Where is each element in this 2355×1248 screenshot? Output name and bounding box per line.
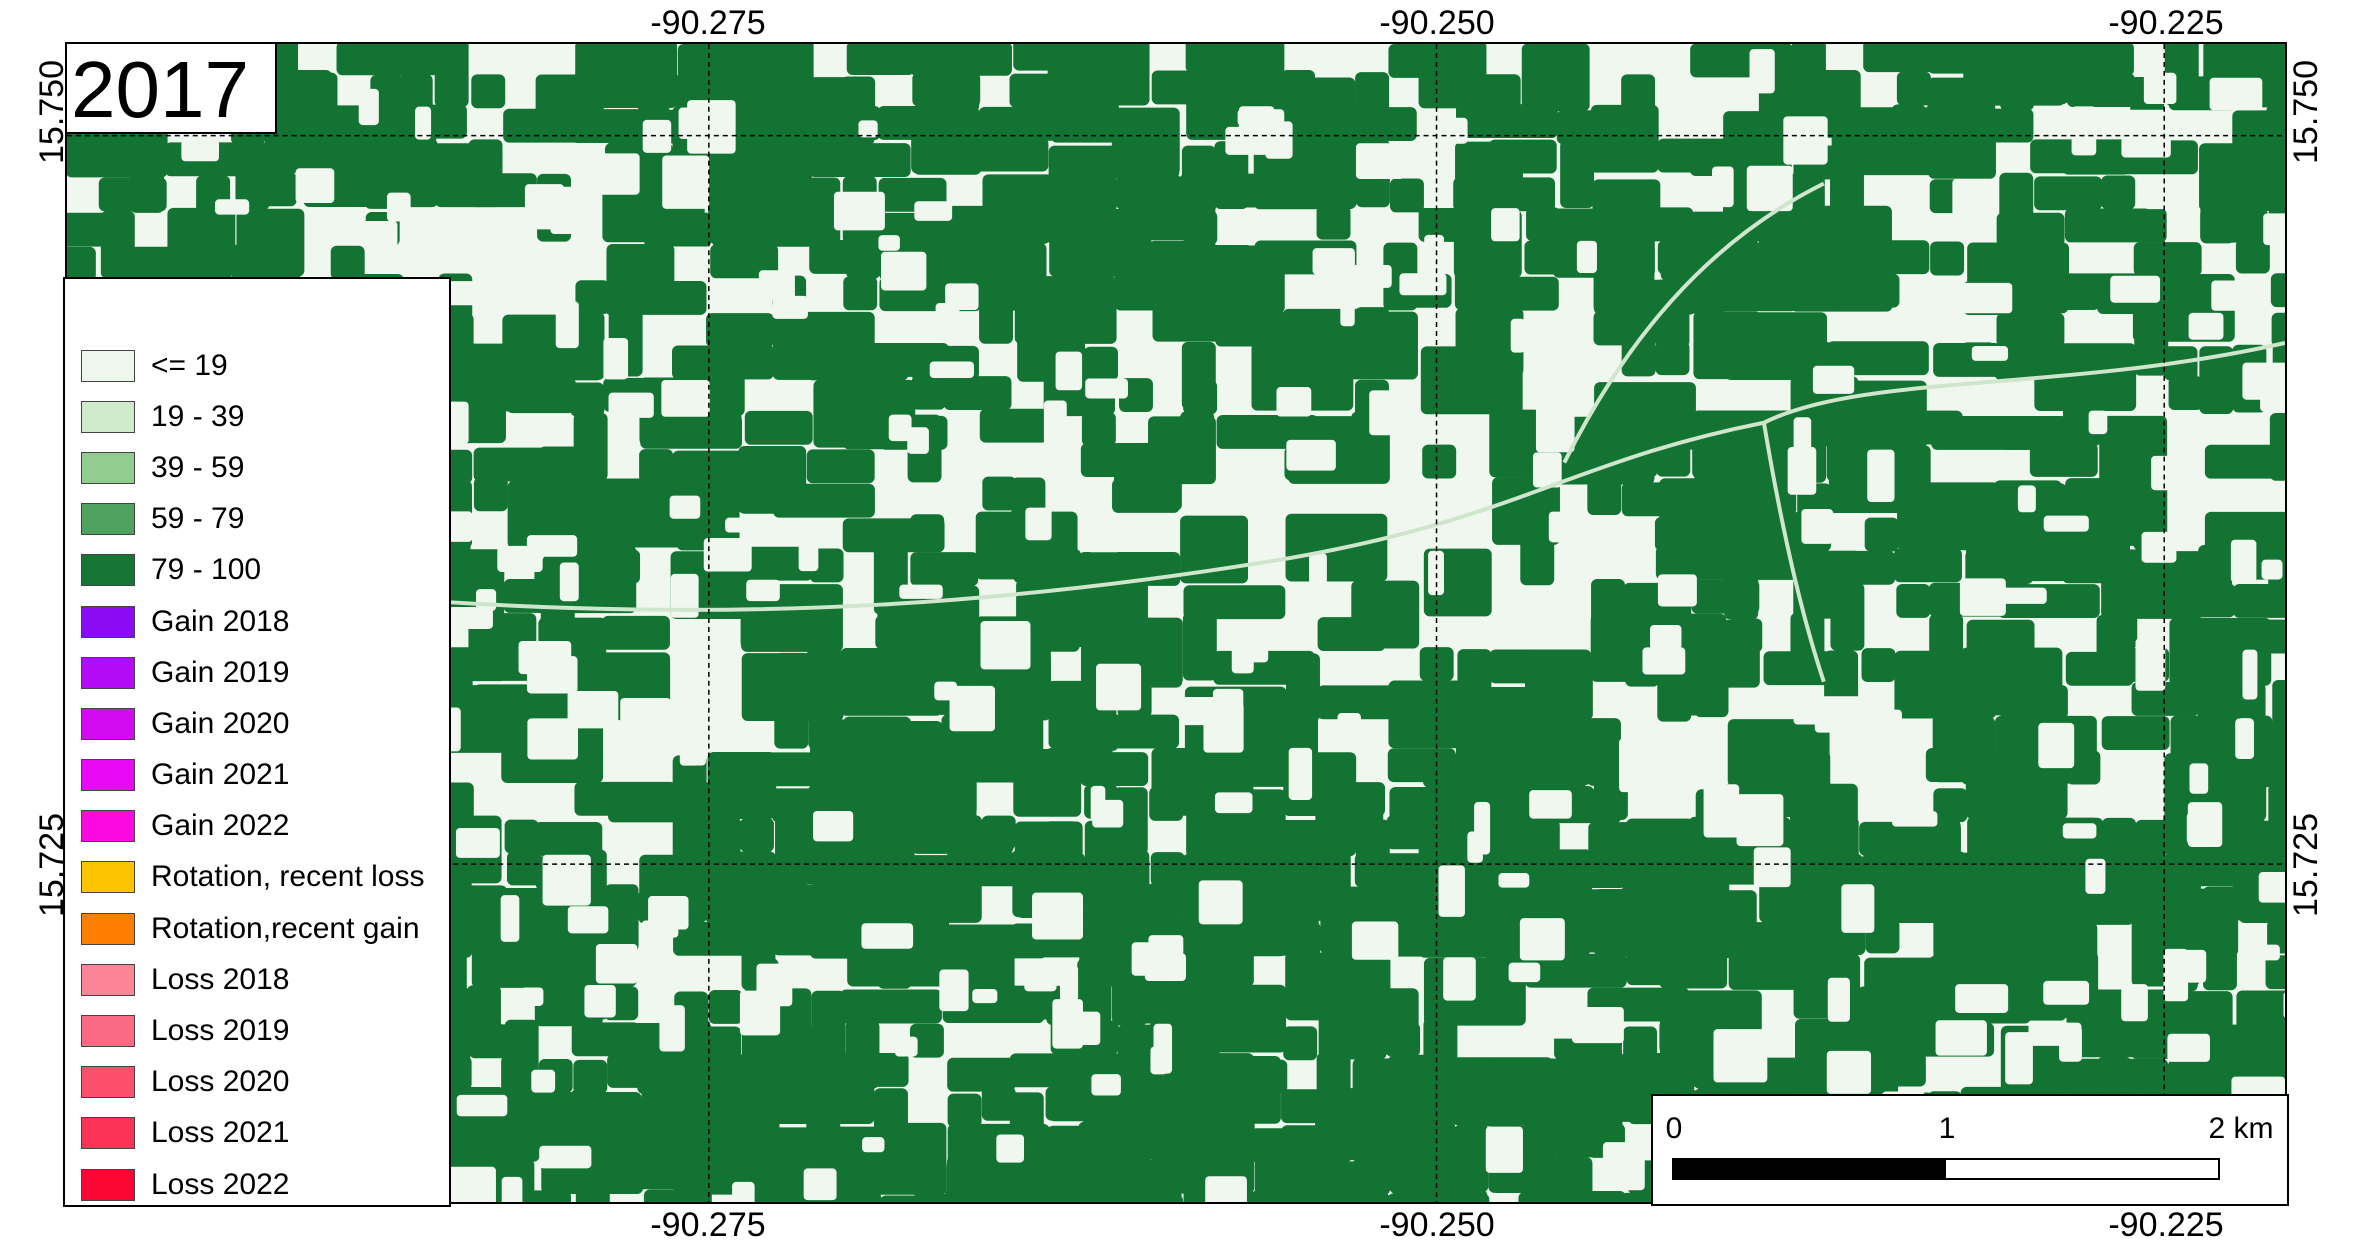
legend-item: 39 - 59	[81, 442, 449, 493]
legend-swatch	[81, 503, 135, 536]
legend-item: Loss 2018	[81, 954, 449, 1005]
legend-item: 59 - 79	[81, 494, 449, 545]
legend-label: Loss 2021	[151, 1116, 290, 1150]
scale-tick-0: 0	[1665, 1112, 1683, 1145]
legend-label: 19 - 39	[151, 399, 245, 433]
legend-label: Gain 2022	[151, 809, 290, 843]
scale-tick-2: 2 km	[2208, 1112, 2274, 1145]
legend-swatch	[81, 656, 135, 689]
coord-top-2: -90.250	[1379, 4, 1495, 42]
road-lines	[446, 181, 2285, 683]
legend-item: Loss 2020	[81, 1057, 449, 1108]
legend-swatch	[81, 861, 135, 894]
legend-label: 39 - 59	[151, 450, 245, 484]
year-label: 2017	[65, 42, 277, 134]
legend-item: Loss 2022	[81, 1159, 449, 1210]
legend-swatch	[81, 451, 135, 484]
legend-swatch	[81, 912, 135, 945]
legend-swatch	[81, 1066, 135, 1099]
legend-item: Gain 2019	[81, 647, 449, 698]
legend-item: <= 19	[81, 340, 449, 391]
legend-swatch	[81, 810, 135, 843]
legend-swatch	[81, 707, 135, 740]
map-legend: <= 19 19 - 39 39 - 59 59 - 79 79 - 100 Gain 2…	[63, 277, 451, 1207]
coord-bottom-3: -90.225	[2108, 1206, 2224, 1244]
legend-item: 19 - 39	[81, 391, 449, 442]
legend-label: Gain 2020	[151, 706, 290, 740]
legend-swatch	[81, 1168, 135, 1201]
coord-right-1: 15.750	[2287, 60, 2325, 164]
legend-label: <= 19	[151, 348, 228, 382]
legend-item: Loss 2021	[81, 1108, 449, 1159]
legend-item: Rotation,recent gain	[81, 903, 449, 954]
legend-label: Rotation,recent gain	[151, 911, 420, 945]
legend-label: Gain 2018	[151, 604, 290, 638]
coord-right-2: 15.725	[2287, 813, 2325, 917]
legend-item: Rotation, recent loss	[81, 852, 449, 903]
coord-top-3: -90.225	[2108, 4, 2224, 42]
legend-label: 79 - 100	[151, 553, 262, 587]
coord-bottom-2: -90.250	[1379, 1206, 1495, 1244]
legend-swatch	[81, 963, 135, 996]
legend-swatch	[81, 1117, 135, 1150]
legend-label: 59 - 79	[151, 502, 245, 536]
legend-item: Gain 2021	[81, 750, 449, 801]
legend-swatch	[81, 554, 135, 587]
legend-label: Rotation, recent loss	[151, 860, 425, 894]
legend-swatch	[81, 759, 135, 792]
coord-top-1: -90.275	[650, 4, 766, 42]
legend-label: Loss 2018	[151, 962, 290, 996]
scale-bar-track	[1672, 1158, 2220, 1180]
legend-swatch	[81, 605, 135, 638]
coord-bottom-1: -90.275	[650, 1206, 766, 1244]
legend-label: Loss 2022	[151, 1167, 290, 1201]
legend-item: Gain 2020	[81, 698, 449, 749]
legend-label: Gain 2021	[151, 758, 290, 792]
legend-swatch	[81, 1015, 135, 1048]
legend-swatch	[81, 349, 135, 382]
legend-item: Gain 2018	[81, 596, 449, 647]
scale-tick-1: 1	[1938, 1112, 1956, 1145]
legend-label: Gain 2019	[151, 655, 290, 689]
legend-item: Loss 2019	[81, 1005, 449, 1056]
legend-item: 79 - 100	[81, 545, 449, 596]
legend-item: Gain 2022	[81, 801, 449, 852]
scale-bar-fill	[1674, 1160, 1946, 1178]
legend-swatch	[81, 400, 135, 433]
scale-bar: 0 1 2 km	[1651, 1094, 2289, 1206]
legend-label: Loss 2020	[151, 1065, 290, 1099]
coord-left-1: 15.750	[33, 60, 71, 164]
legend-label: Loss 2019	[151, 1014, 290, 1048]
